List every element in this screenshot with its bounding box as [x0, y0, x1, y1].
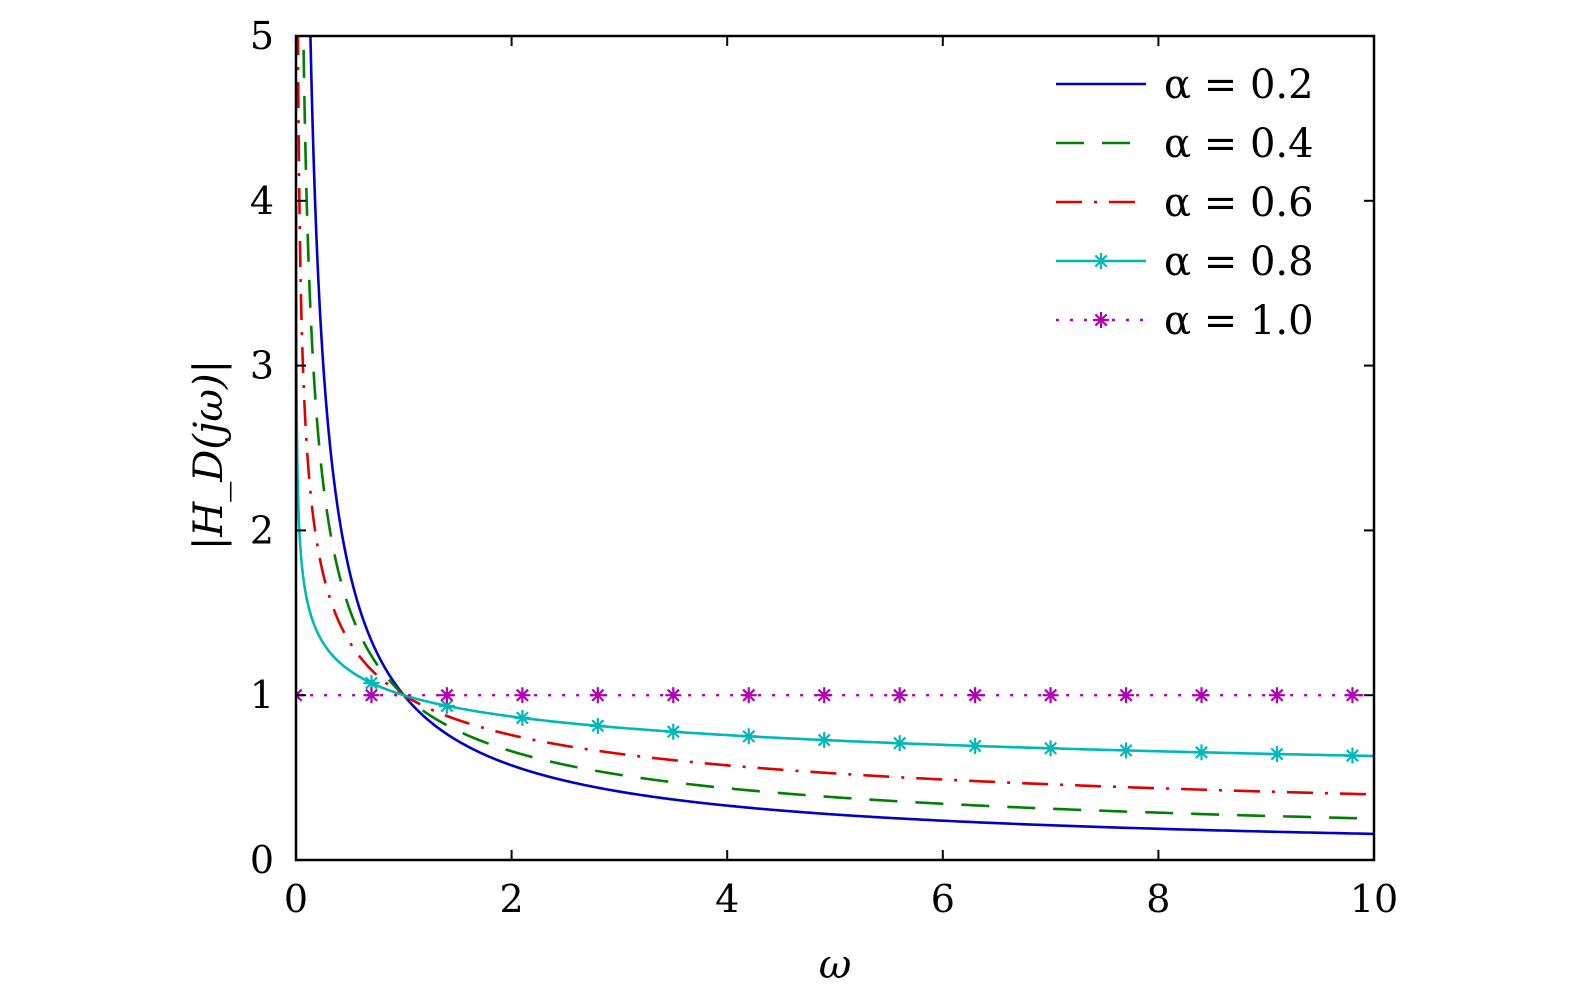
plot-area — [296, 36, 1374, 836]
x-tick-label-4: 6 — [931, 877, 955, 921]
x-tick-label-6: 10 — [1350, 877, 1398, 921]
series-4-marker-11 — [1042, 740, 1059, 757]
legend-item-2: α = 0.4 — [1056, 121, 1314, 167]
series-4-marker-13 — [1193, 744, 1210, 761]
plot-frame — [294, 34, 1376, 862]
series-5-marker-15 — [1344, 687, 1361, 704]
series-5-marker-6 — [665, 687, 682, 704]
series-5-marker-4 — [514, 687, 531, 704]
legend-marker-5 — [1093, 312, 1109, 328]
series-5-marker-13 — [1193, 687, 1210, 704]
series-4-marker-12 — [1118, 742, 1135, 759]
series-line-3 — [296, 36, 1374, 796]
series-4-marker-4 — [514, 709, 531, 726]
series-4-marker-10 — [967, 737, 984, 754]
y-tick-label-5: 4 — [250, 179, 274, 223]
legend-label-2: α = 0.4 — [1164, 121, 1314, 167]
x-axis-title: ω — [819, 942, 852, 988]
series-4-marker-5 — [589, 717, 606, 734]
series-layer — [296, 36, 1374, 836]
y-tick-label-3: 2 — [250, 508, 274, 552]
x-tick-label-1: 0 — [284, 877, 308, 921]
series-5-marker-9 — [891, 687, 908, 704]
series-line-1 — [309, 36, 1374, 836]
series-5-marker-14 — [1268, 687, 1285, 704]
legend-label-4: α = 0.8 — [1164, 239, 1314, 285]
y-tick-label-2: 1 — [250, 673, 274, 717]
series-4-marker-7 — [740, 728, 757, 745]
legend-item-5: α = 1.0 — [1056, 298, 1314, 344]
series-5-marker-3 — [438, 687, 455, 704]
axis-ticks: 0 2 4 6 8 10 0 1 2 3 4 5 — [250, 14, 1398, 921]
legend-box — [1040, 50, 1350, 350]
series-5-marker-12 — [1118, 687, 1135, 704]
y-tick-label-1: 0 — [250, 838, 274, 882]
series-4-marker-8 — [816, 732, 833, 749]
series-5-marker-2 — [363, 687, 380, 704]
legend-item-1: α = 0.2 — [1056, 62, 1314, 108]
y-tick-label-4: 3 — [250, 344, 274, 388]
series-5-marker-11 — [1042, 687, 1059, 704]
y-axis-title: |H_D(jω)| — [186, 360, 232, 550]
series-5-marker-8 — [816, 687, 833, 704]
series-5-marker-7 — [740, 687, 757, 704]
legend-item-4: α = 0.8 — [1056, 239, 1314, 285]
y-tick-label-6: 5 — [250, 14, 274, 58]
legend: α = 0.2 α = 0.4 α = 0.6 α = 0.8 α = 1.0 — [1056, 62, 1314, 344]
legend-label-5: α = 1.0 — [1164, 298, 1314, 344]
series-5-marker-5 — [589, 687, 606, 704]
series-4-marker-15 — [1344, 747, 1361, 764]
series-5-marker-10 — [967, 687, 984, 704]
series-4-marker-9 — [891, 735, 908, 752]
legend-label-1: α = 0.2 — [1164, 62, 1314, 108]
series-4-marker-6 — [665, 723, 682, 740]
legend-item-3: α = 0.6 — [1056, 180, 1314, 226]
x-tick-label-5: 8 — [1146, 877, 1170, 921]
series-4-marker-14 — [1268, 746, 1285, 763]
legend-label-3: α = 0.6 — [1164, 180, 1314, 226]
legend-marker-4 — [1093, 253, 1109, 269]
x-tick-label-2: 2 — [500, 877, 524, 921]
x-tick-label-3: 4 — [715, 877, 739, 921]
